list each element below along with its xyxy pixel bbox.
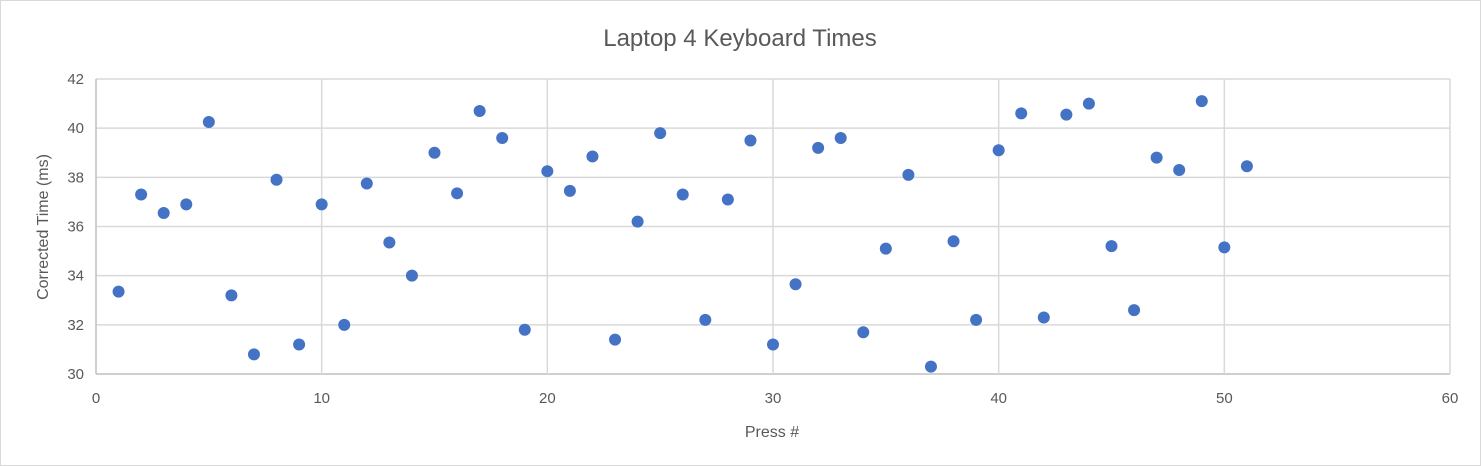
- y-tick-label: 32: [67, 317, 84, 334]
- y-tick-label: 36: [67, 219, 84, 236]
- data-point: [1037, 311, 1050, 324]
- data-point: [1195, 95, 1208, 108]
- y-axis-ticks: 30 32 34 36 38 40 42: [67, 71, 84, 383]
- data-point: [857, 326, 870, 339]
- data-point: [541, 165, 554, 178]
- data-point: [924, 360, 937, 373]
- x-tick-label: 0: [92, 390, 100, 407]
- data-point: [654, 127, 667, 140]
- data-point: [112, 285, 125, 298]
- data-point: [360, 177, 373, 190]
- data-point: [338, 318, 351, 331]
- data-point: [812, 141, 825, 154]
- data-point: [1240, 160, 1253, 173]
- data-point: [902, 168, 915, 181]
- y-tick-label: 40: [67, 120, 84, 137]
- y-tick-label: 38: [67, 169, 84, 186]
- data-point: [157, 206, 170, 219]
- data-point: [405, 269, 418, 282]
- data-point: [428, 146, 441, 159]
- data-point: [473, 104, 486, 117]
- x-tick-label: 50: [1216, 390, 1233, 407]
- y-axis-title: Corrected Time (ms): [35, 154, 52, 300]
- data-points: [112, 95, 1253, 373]
- data-point: [451, 187, 464, 200]
- data-point: [744, 134, 757, 147]
- data-point: [1105, 240, 1118, 253]
- data-point: [1082, 97, 1095, 110]
- x-tick-label: 60: [1442, 390, 1459, 407]
- x-tick-label: 30: [765, 390, 782, 407]
- gridlines: [95, 78, 1451, 375]
- x-tick-label: 10: [313, 390, 330, 407]
- x-axis-ticks: 0 10 20 30 40 50 60: [92, 390, 1459, 407]
- data-point: [315, 198, 328, 211]
- data-point: [721, 193, 734, 206]
- data-point: [135, 188, 148, 201]
- x-tick-label: 20: [539, 390, 556, 407]
- data-point: [1015, 107, 1028, 120]
- y-tick-label: 34: [67, 268, 84, 285]
- data-point: [1150, 151, 1163, 164]
- data-point: [879, 242, 892, 255]
- data-point: [834, 132, 847, 144]
- data-point: [767, 338, 779, 351]
- data-point: [992, 144, 1005, 157]
- data-point: [631, 215, 644, 228]
- data-point: [1128, 304, 1141, 317]
- data-point: [699, 313, 712, 326]
- data-point: [180, 198, 193, 211]
- data-point: [1173, 163, 1186, 176]
- data-point: [676, 188, 689, 201]
- data-point: [518, 323, 531, 336]
- data-point: [586, 150, 599, 163]
- data-point: [609, 333, 622, 346]
- data-point: [970, 313, 983, 326]
- chart-title: Laptop 4 Keyboard Times: [603, 25, 877, 52]
- data-point: [563, 184, 576, 197]
- data-point: [225, 289, 238, 302]
- x-axis-title: Press #: [745, 424, 799, 441]
- data-point: [947, 235, 960, 248]
- data-point: [789, 278, 802, 291]
- y-tick-label: 42: [67, 71, 84, 88]
- x-tick-label: 40: [990, 390, 1007, 407]
- y-tick-label: 30: [67, 366, 84, 383]
- data-point: [496, 132, 509, 144]
- data-point: [383, 236, 396, 249]
- data-point: [293, 338, 306, 351]
- data-point: [270, 173, 283, 186]
- data-point: [1218, 241, 1231, 254]
- data-point: [202, 116, 215, 129]
- data-point: [247, 348, 260, 361]
- data-point: [1060, 108, 1073, 121]
